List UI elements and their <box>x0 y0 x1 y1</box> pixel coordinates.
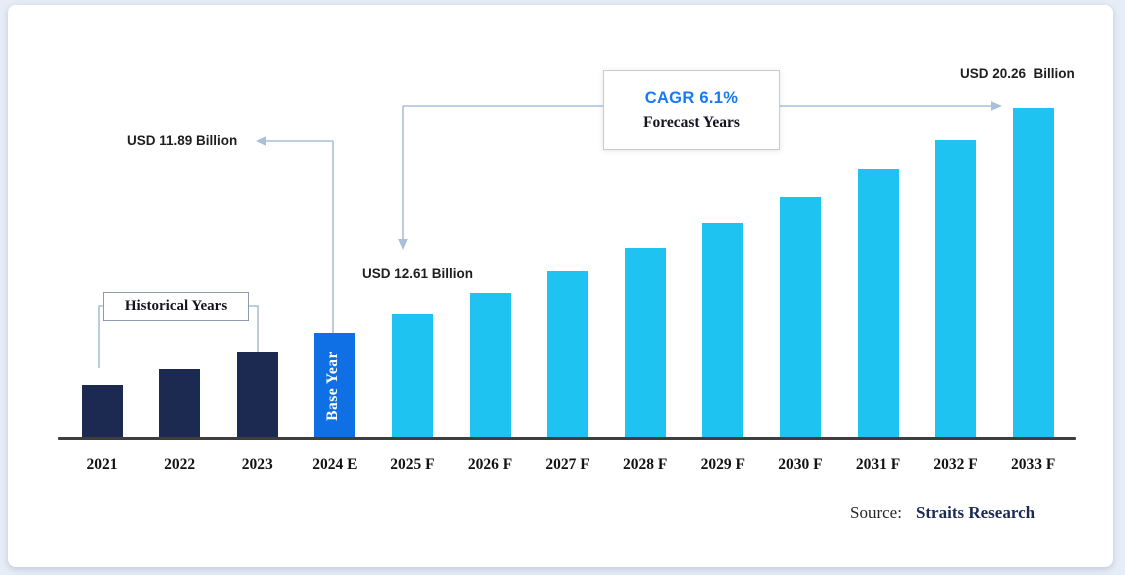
bar-2024-e <box>314 333 356 438</box>
x-tick-label: 2026 F <box>467 456 513 473</box>
bar-2033-f <box>1012 108 1054 438</box>
x-tick-label: 2028 F <box>623 456 668 473</box>
bar-2029-f <box>702 223 744 438</box>
bar-2028-f <box>624 248 666 438</box>
x-tick-label: 2031 F <box>855 456 901 473</box>
x-tick-label: 2029 F <box>700 456 745 473</box>
bar-2026-f <box>469 293 511 438</box>
value-label-2024e: USD 11.89 Billion <box>127 133 238 148</box>
x-tick-label: 2032 F <box>933 456 978 473</box>
x-tick-label: 2025 F <box>390 456 435 473</box>
bar-2025-f <box>391 313 433 438</box>
bar-2027-f <box>547 271 589 438</box>
x-axis-line <box>58 437 1076 440</box>
x-tick-label: 2023 <box>241 456 273 473</box>
x-tick-label: 2030 F <box>778 456 823 473</box>
source-prefix: Source: <box>850 503 902 522</box>
cagr-forecast-box: CAGR 6.1% Forecast Years <box>603 70 780 150</box>
x-tick-label: 2024 E <box>312 456 358 473</box>
source-line: Source: Straits Research <box>850 503 1035 523</box>
bar-2032-f <box>935 139 977 438</box>
x-tick-label: 2022 <box>164 456 196 473</box>
x-tick-label: 2027 F <box>545 456 590 473</box>
value-label-2033f: USD 20.26 Billion <box>960 66 1075 81</box>
value-label-2025f: USD 12.61 Billion <box>362 266 474 281</box>
bar-2031-f <box>857 169 899 438</box>
source-name: Straits Research <box>915 503 1036 522</box>
historical-years-label: Historical Years <box>124 298 228 314</box>
x-tick-label: 2021 <box>86 456 118 473</box>
forecast-years-label: Forecast Years <box>643 113 740 131</box>
historical-years-box: Historical Years <box>103 292 249 321</box>
base-year-bar-label: Base Year <box>324 351 341 421</box>
x-tick-label: 2033 F <box>1011 456 1056 473</box>
bar-2022 <box>159 369 201 438</box>
cagr-value-label: CAGR 6.1% <box>644 88 739 107</box>
bar-2021 <box>81 385 123 438</box>
bar-2023 <box>236 351 278 438</box>
bar-2030-f <box>779 196 821 438</box>
